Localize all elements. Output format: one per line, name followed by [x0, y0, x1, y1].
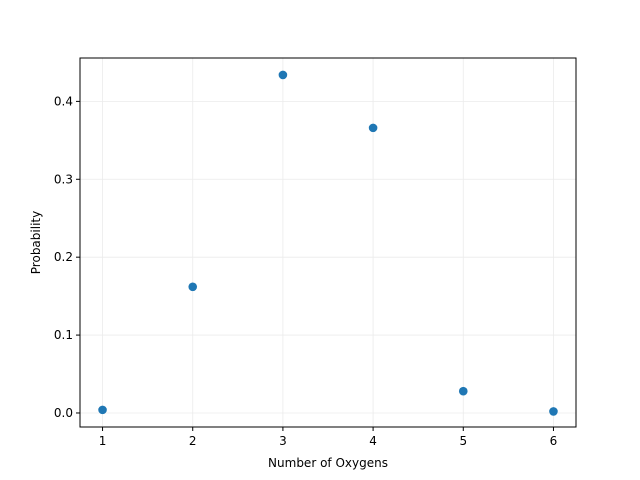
- y-axis-label: Probability: [29, 211, 43, 274]
- x-tick-label: 2: [189, 434, 197, 448]
- y-tick-label: 0.0: [54, 406, 73, 420]
- x-tick-label: 4: [369, 434, 377, 448]
- data-point: [188, 282, 198, 292]
- y-tick-label: 0.3: [54, 172, 73, 186]
- y-tick-label: 0.2: [54, 250, 73, 264]
- data-point: [98, 405, 107, 415]
- plot-frame: [79, 57, 577, 428]
- y-tick-label: 0.1: [54, 328, 73, 342]
- data-point: [278, 70, 288, 80]
- y-tick-label: 0.4: [54, 94, 73, 108]
- grid: [80, 58, 576, 427]
- data-point: [368, 123, 378, 133]
- x-axis-label: Number of Oxygens: [268, 456, 388, 470]
- x-tick-label: 5: [459, 434, 467, 448]
- data-point: [458, 386, 468, 396]
- data-point: [549, 407, 558, 416]
- data-points: [98, 70, 558, 416]
- x-tick-label: 1: [99, 434, 107, 448]
- x-tick-label: 3: [279, 434, 287, 448]
- axis-ticks: 1 2 3 4 5 6 0.0 0.1 0.2 0.3 0.4: [54, 94, 557, 448]
- x-tick-label: 6: [550, 434, 558, 448]
